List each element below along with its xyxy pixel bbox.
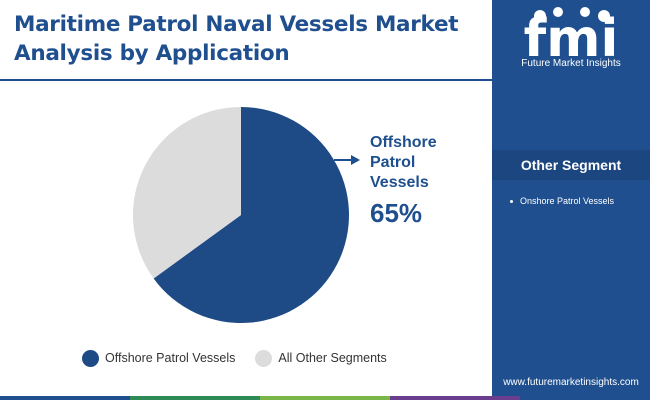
bottom-bar-segment	[260, 396, 390, 400]
legend-label-other: All Other Segments	[278, 351, 387, 365]
bottom-bar-segment	[130, 396, 260, 400]
legend-item-other: All Other Segments	[255, 349, 387, 367]
logo-icon-globe	[534, 10, 546, 22]
callout-label-line: Offshore	[370, 134, 437, 151]
page-title: Maritime Patrol Naval Vessels Market Ana…	[14, 12, 459, 66]
brand-name: Future Market Insights	[521, 58, 621, 69]
logo-icon-gear	[580, 7, 590, 17]
logo-icon-leaf	[598, 10, 610, 22]
legend-label-offshore: Offshore Patrol Vessels	[105, 351, 236, 365]
callout-label-line: Patrol	[370, 154, 416, 171]
pie-slice-all-other-segments	[133, 107, 241, 279]
callout-label: Offshore Patrol Vessels	[370, 133, 480, 193]
pie-chart	[133, 107, 360, 324]
bottom-bar-segment	[0, 396, 130, 400]
brand-logo: fmi	[524, 7, 618, 69]
other-segment-heading: Other Segment	[492, 150, 650, 180]
callout-label-line: Vessels	[370, 174, 429, 191]
legend-item-offshore: Offshore Patrol Vessels	[82, 349, 236, 367]
legend-swatch-other	[255, 349, 273, 367]
legend-swatch-offshore	[82, 349, 99, 367]
callout: Offshore Patrol Vessels 65%	[370, 133, 480, 229]
title-divider	[0, 79, 492, 81]
pie-slice-offshore-patrol-vessels	[153, 107, 349, 324]
logo-icon-drop	[553, 7, 563, 17]
chart-legend: Offshore Patrol Vessels All Other Segmen…	[82, 347, 387, 369]
callout-value: 65%	[370, 198, 423, 228]
bottom-bar-segment	[390, 396, 520, 400]
other-segment-item: Onshore Patrol Vessels	[506, 195, 636, 208]
side-panel: fmi Future Market Insights Other Segment…	[492, 0, 650, 400]
other-segment-list: Onshore Patrol Vessels	[506, 195, 636, 208]
bottom-color-bar	[0, 396, 650, 400]
bottom-bar-segment	[520, 396, 650, 400]
website-url: www.futuremarketinsights.com	[503, 377, 639, 388]
callout-arrow-head	[351, 155, 360, 165]
